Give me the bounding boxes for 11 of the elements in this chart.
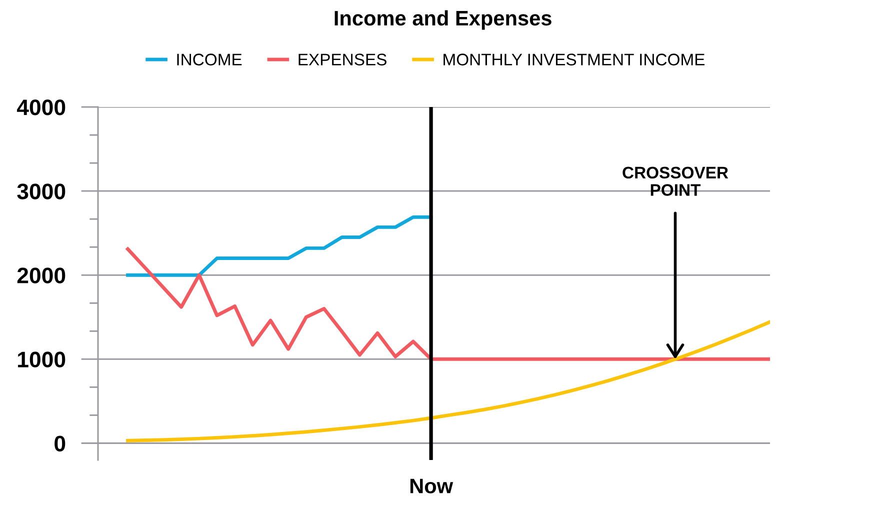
x-tick-label: Now bbox=[410, 478, 454, 494]
legend-label: EXPENSES bbox=[298, 54, 386, 66]
chart-title: Income and Expenses bbox=[334, 10, 552, 30]
legend-label: MONTHLY INVESTMENT INCOME bbox=[444, 54, 705, 66]
y-tick-label: 0 bbox=[54, 436, 66, 452]
legend-label: INCOME bbox=[177, 54, 242, 66]
y-tick-label: 4000 bbox=[16, 100, 66, 116]
y-tick-label: 2000 bbox=[17, 268, 66, 284]
y-tick-label: 3000 bbox=[17, 184, 66, 200]
annotation: CROSSOVER POINT bbox=[622, 166, 728, 196]
y-tick-label: 1000 bbox=[18, 352, 66, 368]
